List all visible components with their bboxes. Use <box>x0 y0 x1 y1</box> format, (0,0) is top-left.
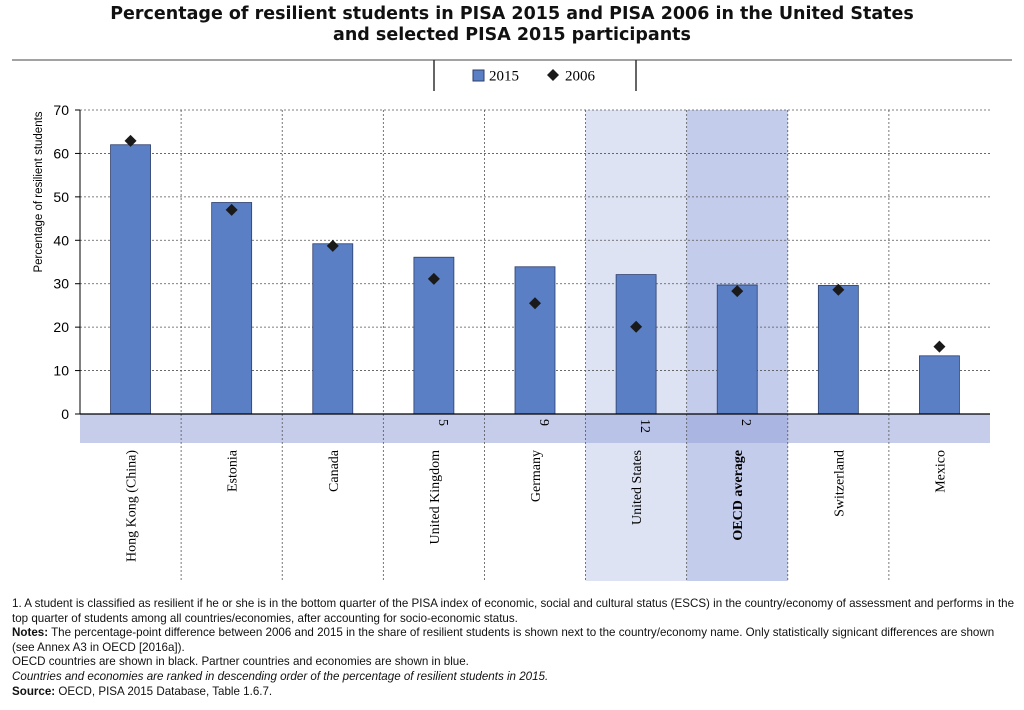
legend-swatch-2015 <box>472 69 485 82</box>
marker-2006 <box>427 272 440 285</box>
category-labels: Hong Kong (China) Estonia Canada United Kin… <box>125 449 949 562</box>
category-label: United Kingdom <box>428 450 443 545</box>
marker-2006 <box>630 320 643 333</box>
y-tick-label: 20 <box>53 319 69 335</box>
marker-2006 <box>124 134 137 147</box>
bar-2015 <box>110 144 151 415</box>
difference-strip-highlight <box>686 414 788 443</box>
marker-2006 <box>933 340 946 353</box>
notes-text: The percentage-point difference between … <box>12 626 995 654</box>
difference-label: 9 <box>536 419 551 426</box>
notes-label: Notes: <box>12 626 49 640</box>
legend-label-2006: 2006 <box>565 69 596 85</box>
bars-2015 <box>110 144 960 415</box>
bar-2015 <box>211 202 253 415</box>
source-line: Source: OECD, PISA 2015 Database, Table … <box>12 685 1017 700</box>
difference-strip <box>80 414 990 443</box>
legend-marker-2006 <box>547 69 559 81</box>
category-label: Mexico <box>933 450 948 493</box>
category-label: OECD average <box>731 450 746 541</box>
difference-strip-highlight <box>585 414 687 443</box>
y-tick-labels: 0 10 20 30 40 50 60 70 <box>53 102 69 422</box>
gridlines <box>80 109 990 581</box>
chart-title: Percentage of resilient students in PISA… <box>0 4 1024 46</box>
marker-2006 <box>529 297 541 310</box>
difference-labels: 5 9 12 2 <box>435 419 753 433</box>
category-label: Canada <box>327 449 342 492</box>
y-tick-label: 60 <box>53 145 69 161</box>
marker-2006 <box>326 239 339 252</box>
y-axis-title: Percentage of resilient students <box>33 111 45 272</box>
difference-label: 2 <box>738 419 753 426</box>
y-tick-label: 70 <box>53 102 69 118</box>
marker-2006 <box>731 285 744 298</box>
y-tick-label: 30 <box>53 276 69 292</box>
markers-2006 <box>124 134 946 353</box>
notes-block: 1. A student is classified as resilient … <box>12 597 1017 699</box>
source-label: Source: <box>12 684 56 698</box>
bar-2015 <box>312 243 354 415</box>
category-label: Hong Kong (China) <box>125 450 140 562</box>
footnote-1: 1. A student is classified as resilient … <box>12 597 1015 625</box>
notes-paragraph: Notes: The percentage-point difference b… <box>12 626 1017 655</box>
bar-2015 <box>817 285 859 415</box>
y-tick-label: 40 <box>53 232 69 248</box>
difference-label: 12 <box>637 419 652 433</box>
ranking-note: Countries and economies are ranked in de… <box>12 669 549 683</box>
y-tick-label: 50 <box>53 189 69 205</box>
marker-2006 <box>225 203 238 216</box>
bar-2015 <box>514 266 556 415</box>
axes <box>75 109 990 415</box>
title-line-2: and selected PISA 2015 participants <box>333 25 691 45</box>
title-line-1: Percentage of resilient students in PISA… <box>110 4 914 24</box>
category-label: Switzerland <box>832 450 847 517</box>
bar-2015 <box>615 274 657 415</box>
source-text: OECD, PISA 2015 Database, Table 1.6.7. <box>55 684 273 698</box>
difference-label: 5 <box>435 419 450 426</box>
oecd-colour-note: OECD countries are shown in black. Partn… <box>12 655 469 669</box>
category-label: Estonia <box>226 449 241 492</box>
bar-2015 <box>919 355 960 415</box>
bar-2015 <box>716 284 758 415</box>
legend-label-2015: 2015 <box>489 69 519 85</box>
category-label: United States <box>630 450 645 525</box>
y-tick-label: 10 <box>53 363 69 379</box>
marker-2006 <box>832 283 845 296</box>
category-label: Germany <box>529 450 544 502</box>
legend: 2015 2006 <box>12 59 1012 91</box>
y-tick-label: 0 <box>61 406 69 422</box>
chart: 0 10 20 30 40 50 60 70 Hong Kong (China) Estonia… <box>12 59 1012 581</box>
